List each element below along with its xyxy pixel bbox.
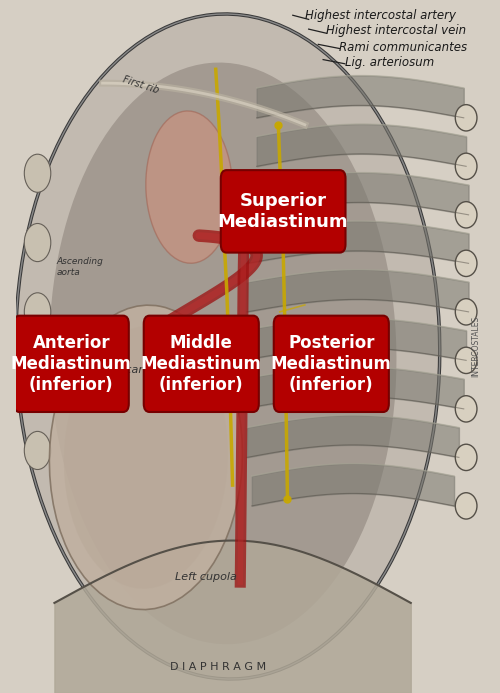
Text: Posterior
Mediastinum
(inferior): Posterior Mediastinum (inferior) — [271, 334, 392, 394]
FancyBboxPatch shape — [14, 316, 129, 412]
Text: Anterior
Mediastinum
(inferior): Anterior Mediastinum (inferior) — [11, 334, 132, 394]
Text: First rib: First rib — [122, 74, 160, 96]
Text: Highest intercostal vein: Highest intercostal vein — [326, 24, 466, 37]
Ellipse shape — [456, 153, 477, 179]
Text: Highest intercostal artery: Highest intercostal artery — [305, 9, 456, 21]
Text: Ascending
aorta: Ascending aorta — [57, 257, 104, 277]
Ellipse shape — [456, 347, 477, 374]
Text: Lig. arteriosum: Lig. arteriosum — [345, 56, 434, 69]
FancyBboxPatch shape — [274, 316, 389, 412]
Ellipse shape — [456, 396, 477, 422]
Ellipse shape — [50, 305, 242, 610]
Ellipse shape — [50, 62, 397, 644]
Text: Middle
Mediastinum
(inferior): Middle Mediastinum (inferior) — [141, 334, 262, 394]
Text: D I A P H R A G M: D I A P H R A G M — [170, 662, 266, 672]
Text: INTERCOSTALES: INTERCOSTALES — [472, 316, 480, 377]
Ellipse shape — [456, 202, 477, 228]
Ellipse shape — [456, 299, 477, 325]
Ellipse shape — [24, 362, 51, 400]
Ellipse shape — [24, 431, 51, 470]
Ellipse shape — [24, 155, 51, 192]
FancyBboxPatch shape — [221, 170, 346, 253]
Text: Left cupola: Left cupola — [175, 572, 236, 582]
Ellipse shape — [456, 444, 477, 471]
Text: Rami communicantes: Rami communicantes — [340, 41, 468, 53]
Ellipse shape — [24, 223, 51, 262]
Text: Pericardium: Pericardium — [105, 365, 172, 375]
Ellipse shape — [24, 292, 51, 331]
Ellipse shape — [64, 326, 228, 589]
Ellipse shape — [456, 105, 477, 131]
Ellipse shape — [16, 14, 440, 679]
Text: Superior
Mediastinum: Superior Mediastinum — [218, 192, 348, 231]
Ellipse shape — [146, 111, 233, 263]
Ellipse shape — [456, 250, 477, 277]
Ellipse shape — [456, 493, 477, 519]
FancyBboxPatch shape — [144, 316, 259, 412]
